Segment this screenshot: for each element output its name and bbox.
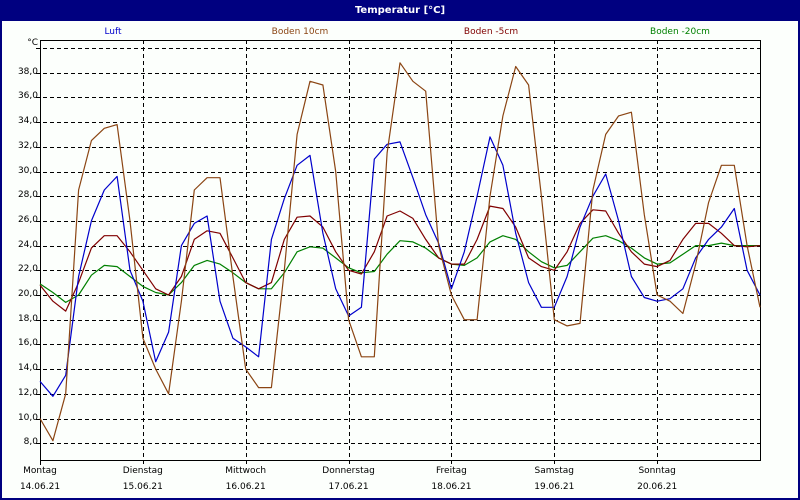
y-tick-label: 8,0 — [23, 437, 38, 448]
x-day-label: Mittwoch — [225, 466, 267, 476]
x-date-label: 16.06.21 — [225, 482, 266, 492]
x-date-label: 19.06.21 — [534, 482, 575, 492]
y-axis-unit: °C — [27, 38, 38, 48]
y-tick-label: 16,0 — [17, 338, 38, 349]
y-tick-label: 32,0 — [17, 140, 38, 151]
legend-item: Boden -5cm — [463, 27, 519, 37]
y-tick-label: 20,0 — [17, 289, 38, 299]
x-date-label: 18.06.21 — [431, 482, 472, 492]
series-line-boden-5cm — [39, 205, 761, 312]
y-tick-label: 34,0 — [17, 116, 38, 127]
x-day-label: Montag — [23, 466, 57, 476]
x-date-label: 14.06.21 — [19, 482, 61, 492]
x-day-label: Dienstag — [122, 466, 163, 476]
y-tick-label: 30,0 — [17, 165, 38, 176]
y-tick-label: 28,0 — [17, 190, 38, 201]
x-day-label: Samstag — [534, 466, 575, 476]
y-tick-label: 12,0 — [17, 387, 38, 398]
y-tick-label: 24,0 — [17, 239, 38, 250]
y-tick-label: 18,0 — [17, 313, 38, 324]
series-line-luft — [39, 136, 761, 397]
legend-item: Boden 10cm — [271, 27, 329, 37]
y-tick-label: 36,0 — [17, 91, 38, 102]
y-tick-label: 22,0 — [17, 264, 38, 275]
x-date-label: 17.06.21 — [328, 482, 369, 492]
x-date-label: 20.06.21 — [637, 482, 678, 492]
series-line-boden-10cm — [39, 62, 761, 442]
chart-title: Temperatur [°C] — [2, 2, 798, 21]
legend-item: Luft — [104, 27, 122, 37]
y-tick-label: 26,0 — [17, 214, 38, 225]
legend-item: Boden -20cm — [650, 27, 710, 37]
x-day-label: Sonntag — [638, 466, 676, 476]
series-line-boden-20cm — [39, 235, 760, 303]
y-tick-label: 38,0 — [17, 66, 38, 77]
plot-border — [40, 40, 761, 461]
y-tick-label: 14,0 — [17, 363, 38, 374]
x-day-label: Freitag — [436, 466, 467, 476]
y-tick-label: 10,0 — [17, 412, 38, 423]
x-day-label: Donnerstag — [322, 466, 375, 476]
x-date-label: 15.06.21 — [122, 482, 163, 492]
